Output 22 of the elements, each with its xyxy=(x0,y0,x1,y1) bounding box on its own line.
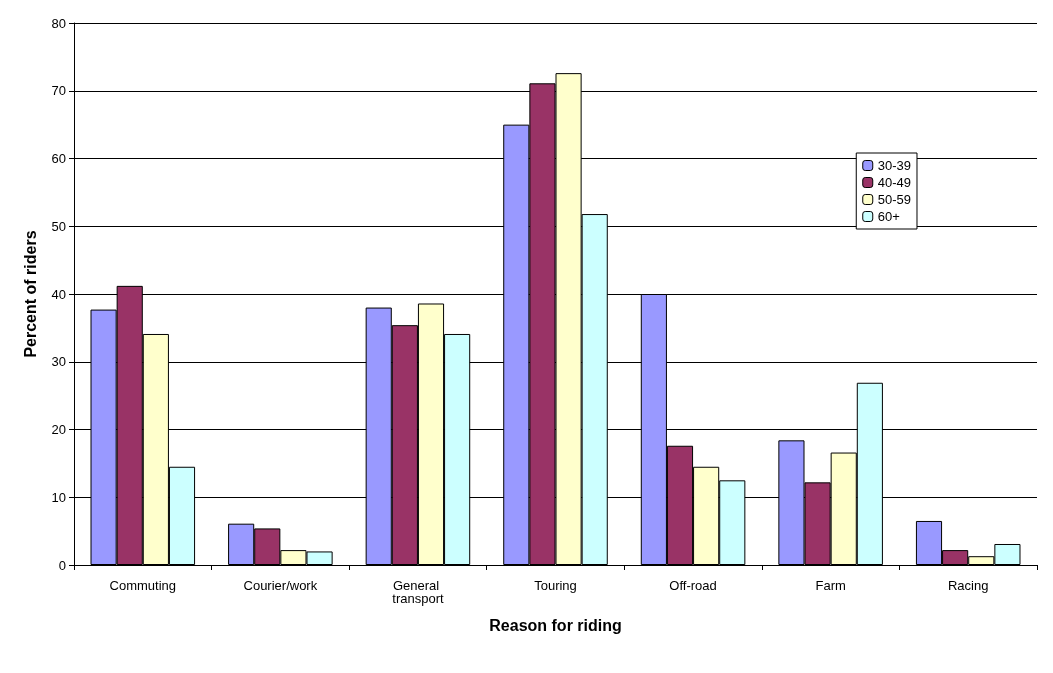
legend-label: 60+ xyxy=(877,209,900,224)
y-tick-label: 0 xyxy=(58,557,66,573)
x-tick-label: Commuting xyxy=(109,578,177,593)
y-tick-label: 80 xyxy=(51,15,66,31)
legend-label: 50-59 xyxy=(877,192,911,207)
y-tick-label: 50 xyxy=(51,218,66,234)
x-tick-label: Off-road xyxy=(669,578,717,593)
x-tick-label: Courier/work xyxy=(243,578,318,593)
y-axis-title: Percent of riders xyxy=(21,230,39,358)
legend-label: 30-39 xyxy=(877,158,911,173)
x-tick-label: Touring xyxy=(534,578,577,593)
y-tick-label: 10 xyxy=(51,489,66,505)
x-tick-label: Farm xyxy=(815,578,846,593)
legend-label: 40-49 xyxy=(877,175,911,190)
y-tick-label: 60 xyxy=(51,151,66,166)
y-tick-label: 30 xyxy=(51,354,66,370)
x-axis-title: Reason for riding xyxy=(489,616,622,634)
y-tick-label: 20 xyxy=(51,422,66,437)
x-tick-label: General transport xyxy=(392,578,444,606)
x-tick-label: Racing xyxy=(947,578,989,593)
y-tick-label: 40 xyxy=(51,286,66,302)
y-tick-label: 70 xyxy=(51,83,66,99)
